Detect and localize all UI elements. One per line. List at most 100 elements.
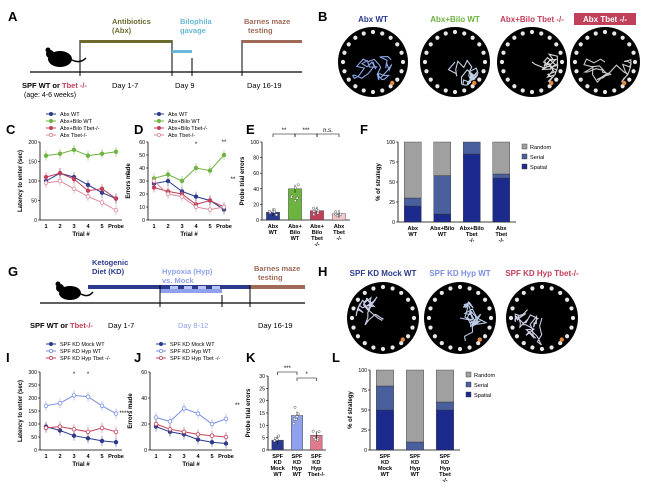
data-point — [296, 412, 300, 416]
maze-hole — [569, 325, 574, 330]
y-tick-label: 200 — [28, 396, 37, 402]
x-tick-label: 2 — [58, 224, 61, 230]
x-axis-label: Trial # — [180, 232, 198, 238]
maze-path — [514, 309, 543, 346]
y-tick-label: 40 — [253, 187, 259, 193]
data-point — [316, 438, 320, 442]
data-point — [113, 440, 119, 445]
stacked-bar-segment — [492, 141, 511, 175]
x-tick-label: Abx Tbet -/- — [333, 224, 345, 242]
maze-hole — [346, 42, 351, 47]
mouse-icon — [55, 281, 94, 300]
maze-hole — [422, 59, 428, 65]
maze-image — [424, 282, 496, 354]
y-tick-label: 0 — [256, 218, 259, 224]
legend-marker — [156, 119, 161, 124]
y-tick-label: 75 — [361, 388, 367, 394]
maze-hole — [349, 315, 355, 321]
x-tick-label: 2 — [58, 454, 61, 460]
maze-hole — [405, 297, 411, 302]
panel-letter: L — [332, 350, 340, 365]
series-line — [155, 426, 227, 444]
maze-label: SPF KD Mock WT — [350, 269, 417, 278]
maze-hole — [539, 346, 545, 352]
maze-hole — [631, 69, 636, 74]
maze-hole — [371, 286, 376, 291]
maze-hole — [462, 31, 467, 36]
legend-marker — [158, 348, 163, 353]
y-axis-label: Errors made — [128, 393, 134, 429]
maze-hole — [395, 42, 400, 47]
maze-hole — [482, 297, 488, 302]
data-point — [43, 180, 49, 186]
maze-hole — [481, 50, 486, 55]
data-point — [209, 433, 215, 438]
data-point — [85, 429, 91, 434]
series-line — [45, 172, 117, 200]
data-point — [293, 405, 297, 409]
day-label: Day 1-7 — [108, 321, 134, 330]
maze-hole — [512, 35, 517, 40]
panel-letter: D — [134, 122, 143, 137]
hyp-tick — [170, 286, 178, 289]
phase-label: Barnes maze — [244, 17, 290, 26]
maze-hole — [388, 84, 393, 89]
maze-hole — [505, 42, 510, 47]
maze-hole — [508, 315, 514, 321]
maze-hole — [351, 306, 356, 311]
data-point — [207, 198, 213, 203]
maze-hole — [549, 286, 554, 291]
y-axis-label: Probe trial errors — [246, 388, 252, 437]
stacked-bar-segment — [406, 441, 424, 451]
legend-label: SPF KD Hyp Tbet -/- — [60, 356, 110, 362]
legend-marker — [49, 355, 54, 360]
data-point — [223, 434, 229, 440]
data-point — [57, 424, 63, 429]
maze-hole — [564, 297, 570, 302]
panel-letter: G — [8, 264, 18, 279]
data-point — [277, 434, 281, 438]
stacked-bar-segment — [492, 177, 511, 223]
maze-hole — [482, 334, 488, 339]
maze-hole — [612, 31, 617, 36]
y-tick-label: 60 — [253, 171, 259, 177]
chart-panel-i: I 0 50 100 150 200 250 300 Latency to enter (sec… — [6, 341, 129, 468]
data-point — [223, 416, 229, 421]
maze-hole — [499, 59, 505, 65]
panel-b: B Abx WT Abx+Bilo WT Abx+Bilo Tbet -/- A… — [318, 9, 640, 97]
maze-hole — [405, 334, 411, 339]
maze-hole — [443, 88, 448, 93]
y-tick-label: 25 — [389, 200, 395, 206]
data-point — [275, 438, 279, 441]
maze-label-bg — [574, 13, 636, 25]
maze-hole — [510, 306, 515, 311]
x-tick-label: 5 — [208, 224, 211, 230]
panel-letter: F — [360, 122, 368, 137]
data-point — [193, 204, 199, 210]
x-axis-label: Trial # — [182, 462, 200, 468]
maze-hole — [510, 325, 515, 330]
y-tick-label: 75 — [389, 160, 395, 166]
maze-hole — [539, 88, 544, 93]
maze-hole — [370, 29, 376, 35]
data-point — [181, 406, 187, 411]
y-tick-label: 20 — [139, 192, 145, 198]
maze-hole — [602, 29, 608, 35]
phase-label: testing — [248, 26, 273, 35]
data-point — [295, 415, 299, 419]
x-tick-label: 4 — [86, 224, 90, 230]
stacked-bar-segment — [462, 153, 481, 223]
maze-hole — [395, 77, 400, 82]
series-line — [45, 426, 117, 443]
y-tick-label: 80 — [253, 156, 259, 162]
panel-letter: A — [8, 9, 18, 24]
maze-hole — [457, 346, 463, 352]
data-point — [43, 153, 49, 158]
legend-label: Random — [530, 145, 551, 151]
legend-label: Abx+Bilo WT — [60, 119, 93, 125]
y-axis-label: Probe trial errors — [240, 156, 246, 205]
data-point — [273, 439, 276, 443]
data-point — [317, 430, 321, 434]
y-tick-label: 40 — [139, 166, 145, 172]
data-point — [294, 417, 298, 421]
